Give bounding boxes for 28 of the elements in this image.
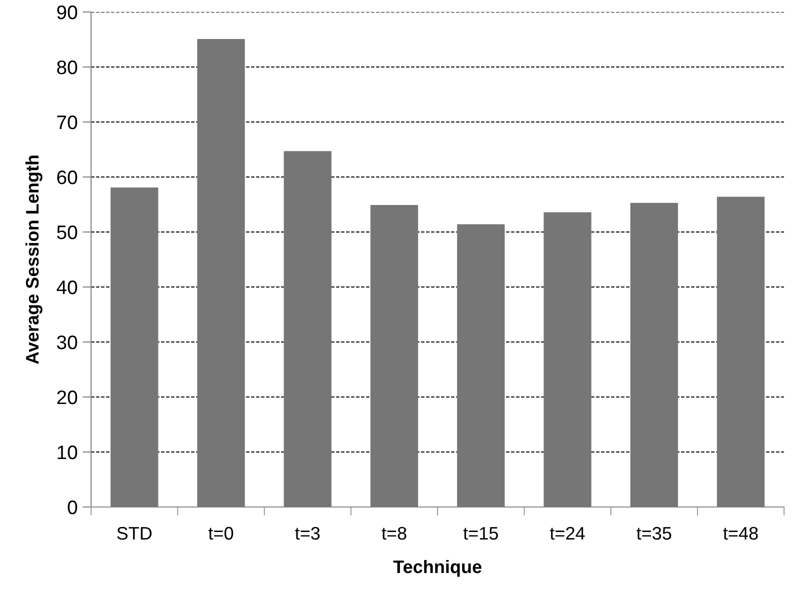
- x-tick-label: t=35: [636, 526, 672, 540]
- y-axis-title: Average Session Length: [25, 156, 42, 364]
- bar: [716, 196, 765, 507]
- bar: [284, 151, 332, 507]
- y-tick-label: 90: [57, 5, 78, 20]
- y-tick-label: 10: [58, 445, 78, 460]
- bar: [544, 212, 592, 507]
- bar: [370, 205, 418, 507]
- y-tick-label: 70: [57, 115, 78, 130]
- y-tick-label: 40: [56, 280, 78, 294]
- x-axis-title: Technique: [393, 560, 482, 577]
- x-tick-label: t=0: [208, 526, 234, 540]
- bar: [197, 38, 245, 507]
- bar: [457, 224, 505, 507]
- y-tick-label: 50: [57, 225, 78, 240]
- x-tick-label: t=48: [723, 526, 758, 540]
- y-tick-label: 0: [68, 500, 78, 514]
- x-tick-label: t=24: [550, 526, 585, 540]
- y-tick-label: 30: [57, 335, 78, 350]
- x-tick-label: t=3: [295, 526, 320, 540]
- y-tick-label: 80: [57, 60, 78, 74]
- bar: [630, 202, 678, 507]
- y-tick-label: 20: [57, 390, 78, 404]
- y-tick-label: 60: [57, 170, 78, 184]
- x-tick-label: t=15: [463, 527, 498, 540]
- x-tick-label: STD: [117, 526, 152, 540]
- bar: [110, 187, 158, 507]
- x-tick-label: t=8: [382, 526, 406, 540]
